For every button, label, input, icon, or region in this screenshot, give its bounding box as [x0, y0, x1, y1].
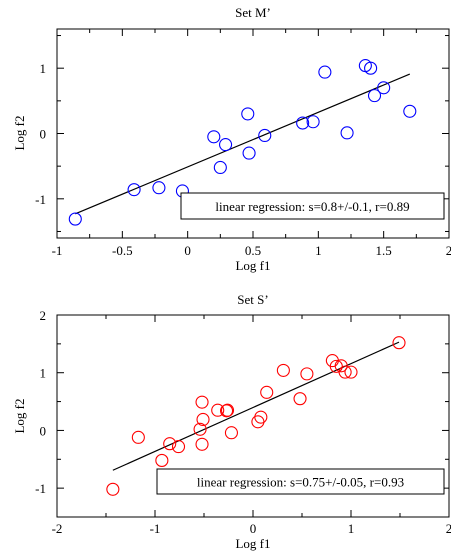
data-point	[318, 65, 332, 79]
x-tick-label: 2	[446, 243, 451, 258]
data-point	[254, 410, 268, 424]
data-point	[163, 437, 177, 451]
data-point	[211, 403, 225, 417]
x-axis-label: Log f1	[235, 536, 270, 551]
regression-annotation: linear regression: s=0.75+/-0.05, r=0.93	[197, 475, 404, 490]
data-point	[193, 422, 207, 436]
x-tick-label: 1.5	[376, 243, 392, 258]
data-point	[152, 181, 166, 195]
x-tick-label: -0.5	[112, 243, 133, 258]
data-point	[340, 126, 354, 140]
data-point	[392, 336, 406, 350]
x-tick-label: -1	[150, 521, 161, 536]
x-tick-label: 1	[348, 521, 355, 536]
regression-line	[112, 341, 400, 471]
data-point	[377, 81, 391, 95]
data-point	[195, 437, 209, 451]
chart-title: Set S’	[237, 292, 268, 307]
data-point	[364, 61, 378, 75]
data-point	[213, 160, 227, 175]
data-point	[403, 104, 417, 118]
x-tick-label: 1	[315, 243, 322, 258]
chart-panel-1: Set M’ -1 -0.5 0 0.5 1 1.5 2 -1 0 1 Log f1 Log f2 lin…	[12, 5, 451, 273]
x-tick-label: 2	[446, 521, 451, 536]
data-point	[220, 403, 235, 417]
chart-title: Set M’	[235, 5, 271, 20]
y-axis-label: Log f2	[12, 115, 27, 150]
y-tick-label: 0	[40, 423, 47, 438]
regression-annotation: linear regression: s=0.8+/-0.1, r=0.89	[215, 199, 409, 214]
y-tick-label: -1	[35, 481, 46, 496]
y-tick-label: 2	[40, 308, 47, 323]
y-axis-label: Log f2	[12, 398, 27, 433]
y-tick-label: 1	[40, 366, 47, 381]
data-point	[276, 363, 290, 377]
x-tick-label: -1	[52, 243, 63, 258]
data-point	[260, 385, 274, 399]
data-point	[195, 395, 209, 409]
data-point	[258, 128, 272, 143]
data-point	[68, 212, 82, 226]
regression-annotation-box	[180, 192, 445, 220]
data-point	[224, 426, 238, 440]
data-point	[296, 116, 310, 130]
data-point	[338, 365, 352, 379]
x-tick-label: 0.5	[245, 243, 261, 258]
data-point	[241, 107, 255, 121]
data-point	[127, 183, 141, 197]
data-point	[367, 89, 382, 103]
data-point	[106, 482, 120, 496]
data-point	[207, 130, 221, 144]
regression-annotation-box	[156, 468, 445, 495]
regression-line	[75, 73, 411, 215]
data-point	[171, 440, 186, 454]
y-tick-label: 0	[40, 127, 47, 142]
x-tick-label: 0	[184, 243, 191, 258]
x-tick-label: -2	[52, 521, 63, 536]
y-tick-label: -1	[35, 192, 46, 207]
data-point	[242, 146, 256, 160]
data-point	[196, 412, 210, 427]
data-point	[155, 453, 169, 467]
data-point	[334, 359, 348, 373]
data-point	[306, 115, 320, 129]
x-axis-label: Log f1	[235, 258, 270, 273]
data-point	[293, 392, 307, 406]
data-point	[344, 365, 358, 379]
x-tick-label: 0	[250, 521, 257, 536]
data-point	[131, 430, 145, 444]
data-point	[219, 138, 233, 152]
chart-panel-2: Set S’ -2 -1 0 1 2 -1 0 1 2 Log f1 Log f2 linear reg…	[12, 292, 451, 551]
y-tick-label: 1	[40, 61, 47, 76]
data-point	[300, 367, 314, 381]
